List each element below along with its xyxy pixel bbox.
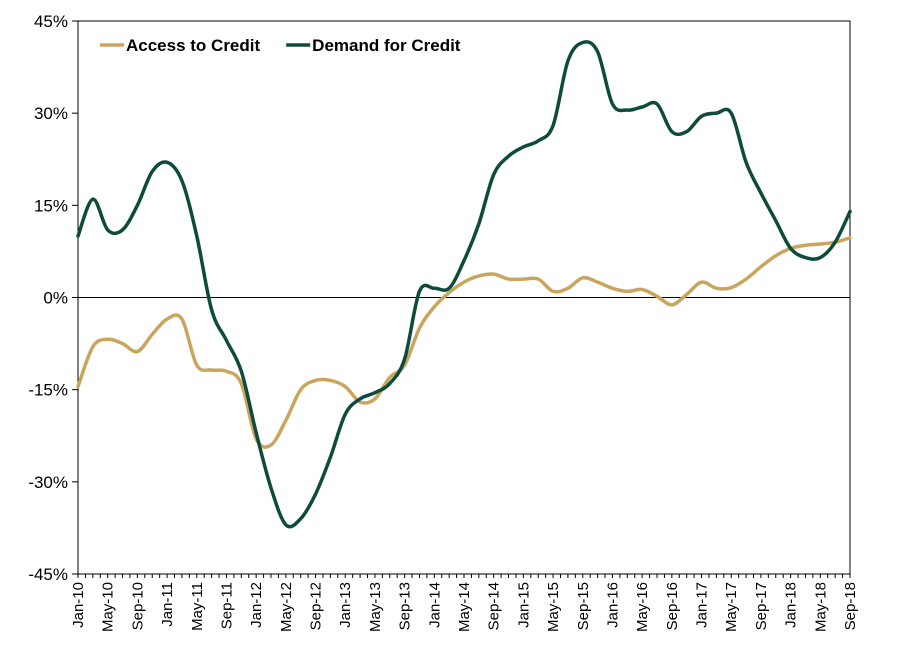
x-tick-label: Sep-12 xyxy=(308,582,325,630)
x-tick-label: May-13 xyxy=(367,582,384,632)
x-tick-label: May-16 xyxy=(634,582,651,632)
x-tick-label: May-15 xyxy=(545,582,562,632)
x-tick-label: May-17 xyxy=(723,582,740,632)
x-tick-label: May-14 xyxy=(456,582,473,632)
y-tick-label: -30% xyxy=(28,473,68,492)
x-tick-label: May-10 xyxy=(100,582,117,632)
x-tick-label: Sep-15 xyxy=(575,582,592,630)
x-tick-label: May-18 xyxy=(812,582,829,632)
x-tick-label: May-12 xyxy=(278,582,295,632)
series-layer xyxy=(76,40,852,529)
x-tick-label: Jan-10 xyxy=(70,582,87,628)
y-tick-label: -15% xyxy=(28,381,68,400)
y-tick-label: 15% xyxy=(34,196,68,215)
x-tick-label: Sep-17 xyxy=(753,582,770,630)
x-tick-label: Sep-14 xyxy=(486,582,503,630)
x-tick-label: Jan-16 xyxy=(604,582,621,628)
x-tick-label: Jan-14 xyxy=(426,582,443,628)
x-tick-label: Sep-13 xyxy=(397,582,414,630)
y-tick-label: 0% xyxy=(43,289,68,308)
x-tick-label: Jan-18 xyxy=(783,582,800,628)
x-tick-label: May-11 xyxy=(189,582,206,631)
legend: Access to Credit Demand for Credit xyxy=(100,36,461,55)
series-line-demand-for-credit xyxy=(76,40,852,529)
x-tick-label: Jan-15 xyxy=(515,582,532,628)
y-axis: -45% -30% -15% 0% 15% 30% 45% xyxy=(28,12,78,584)
series-line-access-to-credit xyxy=(76,236,852,449)
x-tick-label: Sep-11 xyxy=(218,582,235,629)
legend-label-demand-for-credit: Demand for Credit xyxy=(312,36,461,55)
y-tick-label: 30% xyxy=(34,104,68,123)
y-tick-label: -45% xyxy=(28,565,68,584)
x-tick-label: Sep-16 xyxy=(664,582,681,630)
x-tick-label: Jan-17 xyxy=(694,582,711,628)
x-axis: Jan-10 May-10 Sep-10 Jan-11 May-11 Sep-11 Jan-… xyxy=(70,574,859,632)
plot-frame xyxy=(77,20,851,575)
x-tick-label: Sep-10 xyxy=(129,582,146,630)
y-tick-label: 45% xyxy=(34,12,68,31)
x-tick-label: Jan-13 xyxy=(337,582,354,628)
x-tick-label: Jan-12 xyxy=(248,582,265,628)
legend-label-access-to-credit: Access to Credit xyxy=(126,36,260,55)
x-tick-label: Sep-18 xyxy=(842,582,859,630)
x-tick-label: Jan-11 xyxy=(159,582,176,627)
